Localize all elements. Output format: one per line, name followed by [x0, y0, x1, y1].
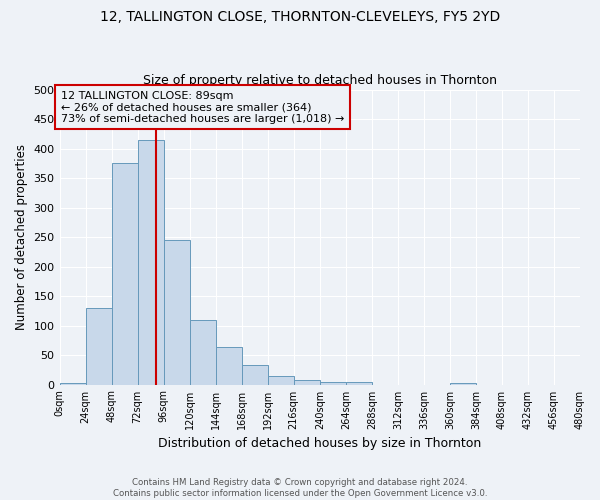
- Bar: [215, 348, 242, 385]
- Bar: [294, 380, 320, 384]
- Bar: [268, 376, 294, 384]
- Text: Contains HM Land Registry data © Crown copyright and database right 2024.
Contai: Contains HM Land Registry data © Crown c…: [113, 478, 487, 498]
- Bar: [164, 240, 190, 384]
- Bar: [320, 382, 346, 384]
- Y-axis label: Number of detached properties: Number of detached properties: [15, 144, 28, 330]
- Bar: [346, 382, 372, 384]
- Bar: [450, 383, 476, 384]
- Title: Size of property relative to detached houses in Thornton: Size of property relative to detached ho…: [143, 74, 497, 87]
- X-axis label: Distribution of detached houses by size in Thornton: Distribution of detached houses by size …: [158, 437, 481, 450]
- Bar: [59, 383, 86, 384]
- Bar: [190, 320, 215, 384]
- Bar: [137, 140, 164, 384]
- Bar: [86, 308, 112, 384]
- Text: 12, TALLINGTON CLOSE, THORNTON-CLEVELEYS, FY5 2YD: 12, TALLINGTON CLOSE, THORNTON-CLEVELEYS…: [100, 10, 500, 24]
- Text: 12 TALLINGTON CLOSE: 89sqm
← 26% of detached houses are smaller (364)
73% of sem: 12 TALLINGTON CLOSE: 89sqm ← 26% of deta…: [61, 90, 344, 124]
- Bar: [112, 164, 137, 384]
- Bar: [242, 365, 268, 384]
